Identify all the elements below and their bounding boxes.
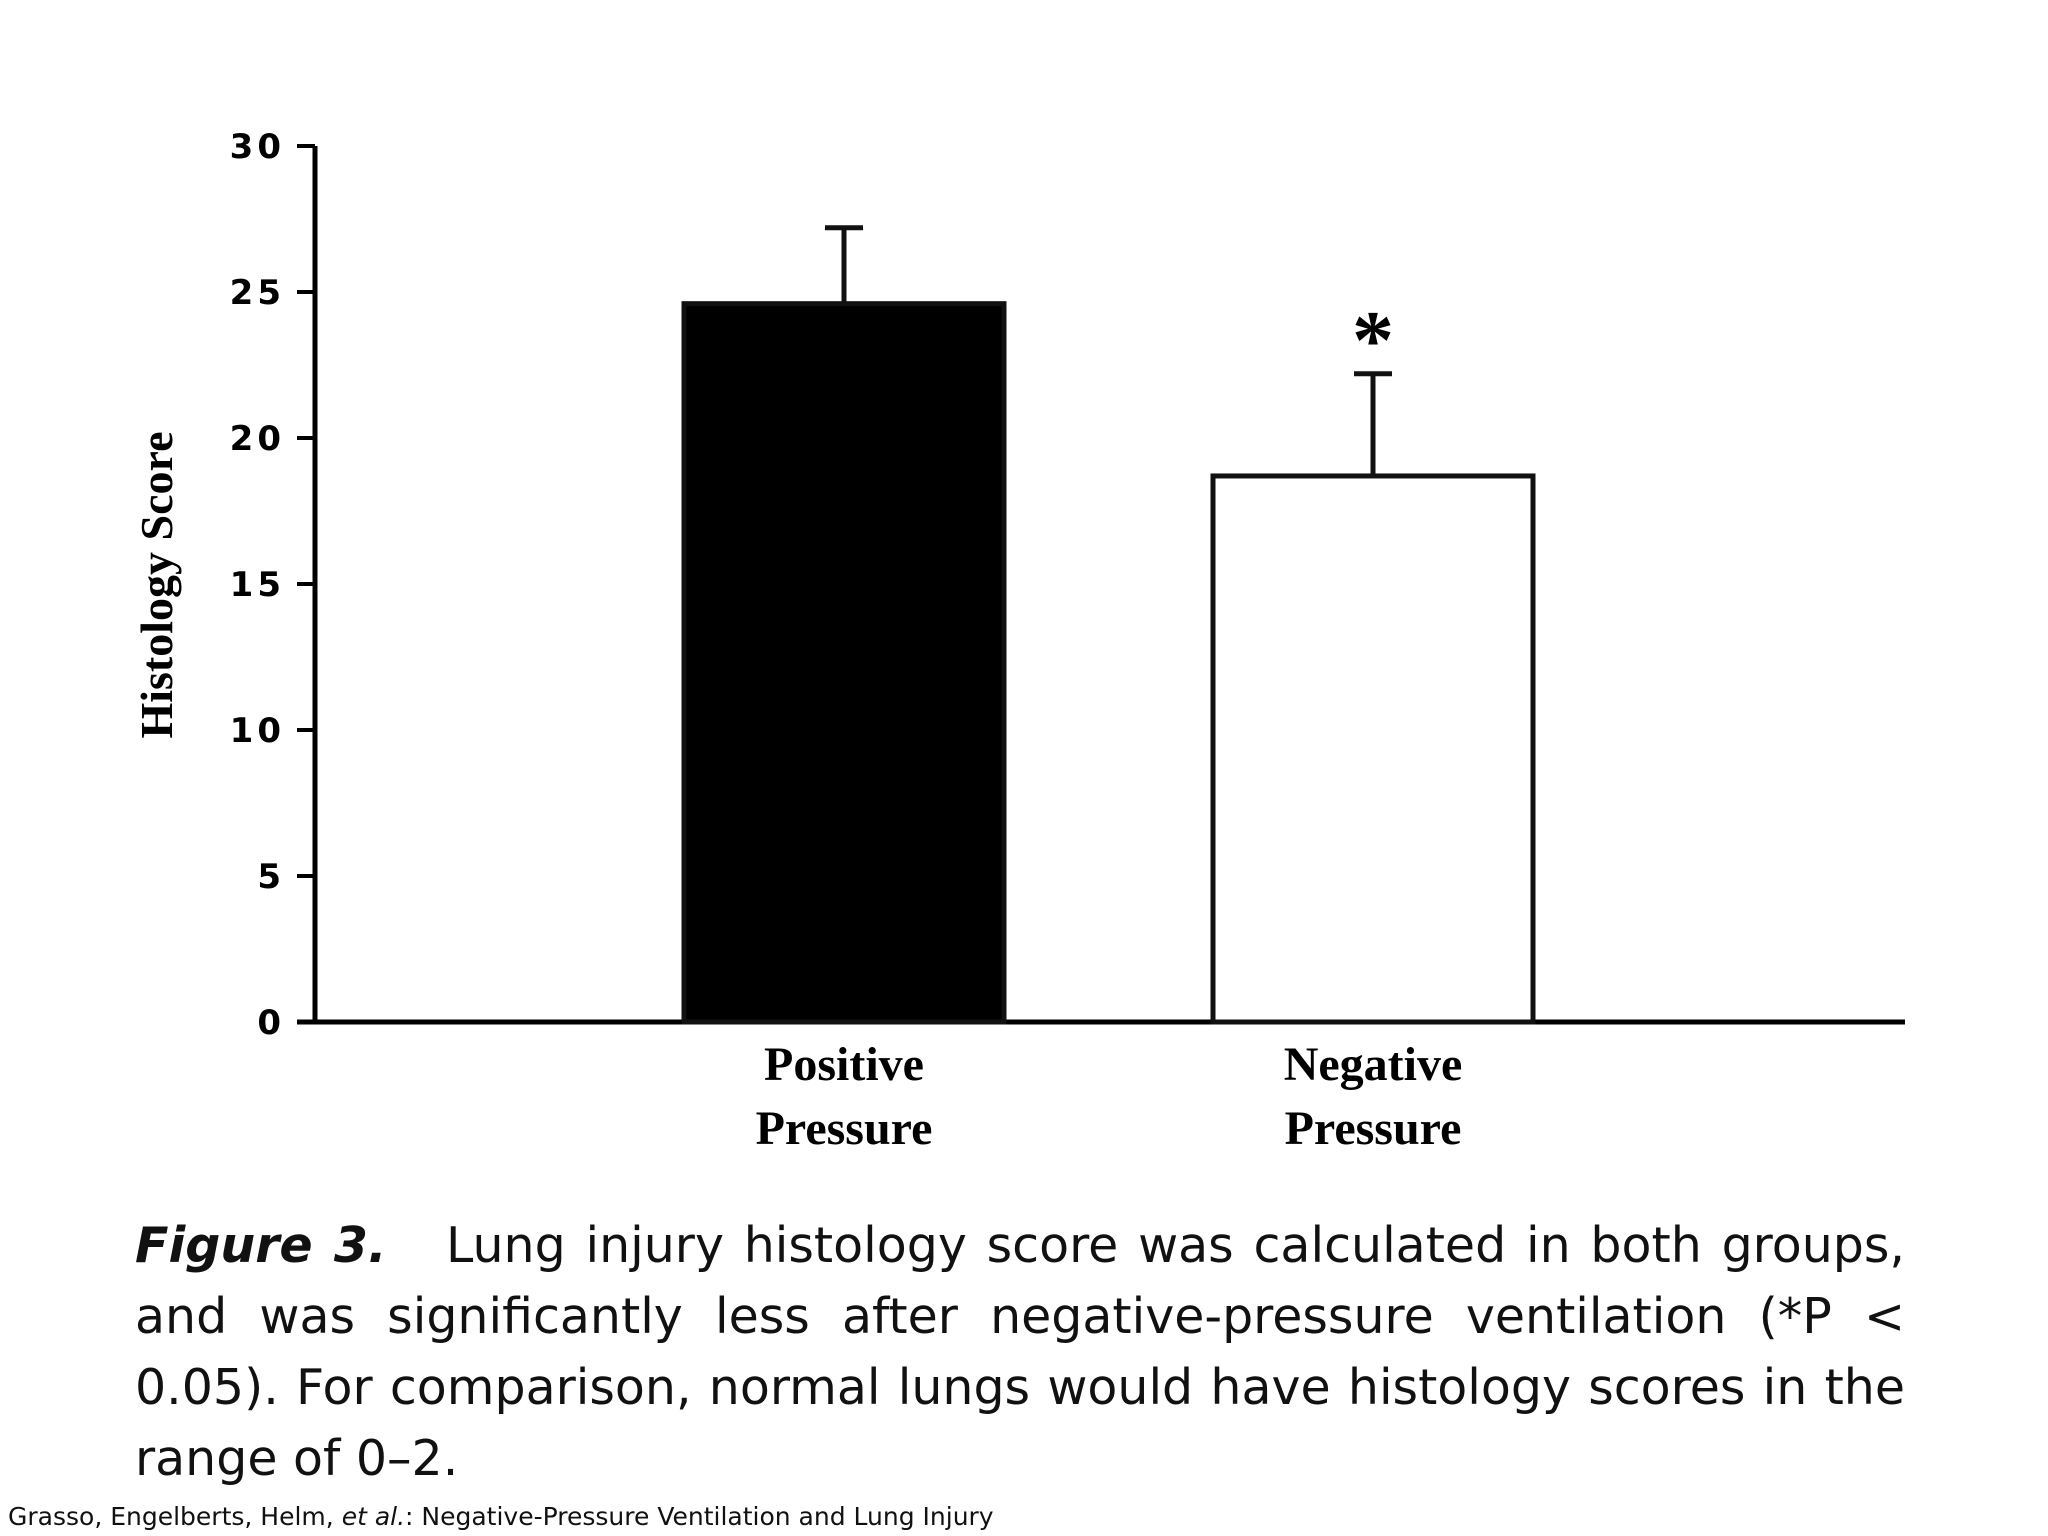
caption-text: Lung injury histology score was calculat…: [135, 1217, 1905, 1487]
y-tick-label: 30: [230, 127, 285, 167]
source-title: : Negative-Pressure Ventilation and Lung…: [405, 1502, 994, 1531]
x-tick-label: Positive: [764, 1038, 924, 1091]
x-tick-label: Pressure: [756, 1102, 933, 1155]
significance-marker: *: [1352, 294, 1394, 387]
y-axis-label: Histology Score: [131, 431, 182, 738]
x-tick-label: Pressure: [1285, 1102, 1462, 1155]
bar: [681, 301, 1007, 1025]
y-tick-label: 10: [230, 711, 285, 751]
bar-chart: 0 5 10 15 20 25 30 Positive Pressure Negative Pre…: [131, 127, 1905, 1155]
bar: [1210, 473, 1536, 1025]
x-tick-label: Negative: [1284, 1038, 1463, 1091]
source-citation: Grasso, Engelberts, Helm, et al.: Negati…: [8, 1502, 994, 1531]
source-authors: Grasso, Engelberts, Helm,: [8, 1502, 334, 1531]
y-tick-label: 25: [230, 273, 285, 313]
source-etal: et al.: [341, 1502, 406, 1531]
y-tick-label: 20: [230, 419, 285, 459]
y-axis: 0 5 10 15 20 25 30: [230, 127, 318, 1043]
y-tick-label: 15: [230, 565, 285, 605]
y-tick-label: 5: [257, 857, 285, 897]
y-tick-label: 0: [257, 1003, 285, 1043]
bars: *: [681, 225, 1536, 1025]
figure-caption: Figure 3. Lung injury histology score wa…: [135, 1210, 1905, 1494]
figure-label: Figure 3.: [135, 1217, 387, 1274]
x-axis: Positive Pressure Negative Pressure: [297, 1019, 1905, 1155]
